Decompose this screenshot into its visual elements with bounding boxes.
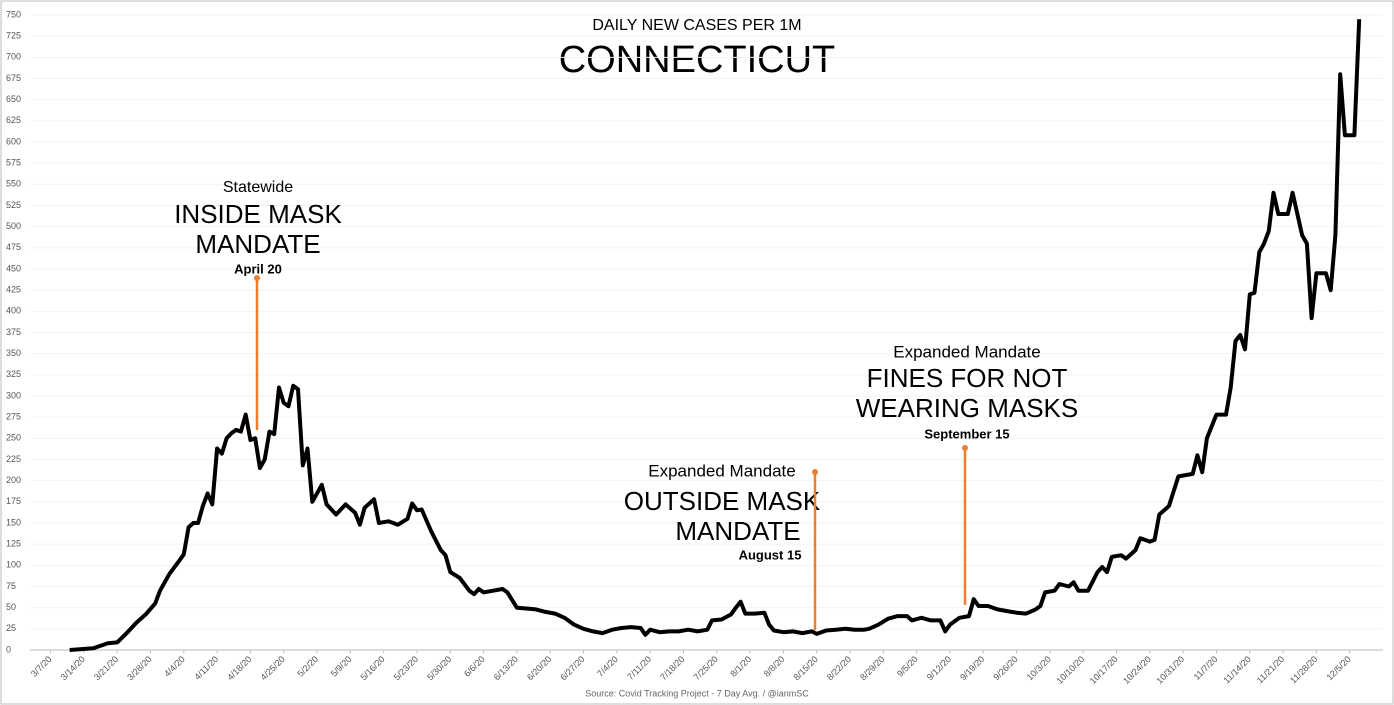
y-tick-label: 75 (6, 581, 16, 591)
y-tick-label: 100 (6, 560, 21, 570)
y-tick-label: 375 (6, 327, 21, 337)
y-tick-label: 400 (6, 306, 21, 316)
y-tick-label: 275 (6, 412, 21, 422)
y-tick-label: 50 (6, 602, 16, 612)
annotation-text: WEARING MASKS (856, 393, 1078, 423)
annotation-text: Statewide (223, 179, 293, 196)
annotation-text: OUTSIDE MASK (624, 486, 821, 516)
y-tick-label: 500 (6, 221, 21, 231)
y-tick-label: 675 (6, 73, 21, 83)
source-note: Source: Covid Tracking Project - 7 Day A… (585, 688, 809, 698)
y-tick-label: 450 (6, 263, 21, 273)
arrow-dot (254, 275, 260, 281)
y-tick-label: 250 (6, 433, 21, 443)
y-tick-label: 25 (6, 623, 16, 633)
y-tick-label: 425 (6, 285, 21, 295)
y-tick-label: 575 (6, 158, 21, 168)
y-tick-label: 525 (6, 200, 21, 210)
y-tick-label: 300 (6, 390, 21, 400)
y-tick-label: 750 (6, 9, 21, 19)
y-tick-label: 0 (6, 644, 11, 654)
y-tick-label: 350 (6, 348, 21, 358)
annotation-text: September 15 (924, 426, 1009, 441)
annotation-text: Expanded Mandate (893, 342, 1040, 361)
annotation-text: MANDATE (675, 516, 800, 546)
annotation-text: Expanded Mandate (648, 461, 795, 480)
y-tick-label: 475 (6, 242, 21, 252)
chart-title: DAILY NEW CASES PER 1M (592, 17, 801, 34)
arrow-dot (962, 445, 968, 451)
y-tick-label: 550 (6, 179, 21, 189)
annotation-text: August 15 (739, 547, 802, 562)
y-tick-label: 625 (6, 115, 21, 125)
y-tick-label: 650 (6, 94, 21, 104)
arrow-dot (812, 469, 818, 475)
annotation-text: April 20 (234, 261, 282, 276)
y-tick-label: 175 (6, 496, 21, 506)
y-tick-label: 125 (6, 539, 21, 549)
y-tick-label: 150 (6, 517, 21, 527)
line-series (69, 19, 1362, 652)
y-tick-label: 325 (6, 369, 21, 379)
y-tick-label: 225 (6, 454, 21, 464)
y-tick-label: 725 (6, 31, 21, 41)
annotation-text: MANDATE (195, 229, 320, 259)
annotation-text: FINES FOR NOT (867, 363, 1068, 393)
annotation-text: INSIDE MASK (174, 199, 342, 229)
y-tick-label: 600 (6, 136, 21, 146)
y-tick-label: 200 (6, 475, 21, 485)
y-tick-label: 700 (6, 52, 21, 62)
chart-subtitle: CONNECTICUT (559, 39, 836, 81)
